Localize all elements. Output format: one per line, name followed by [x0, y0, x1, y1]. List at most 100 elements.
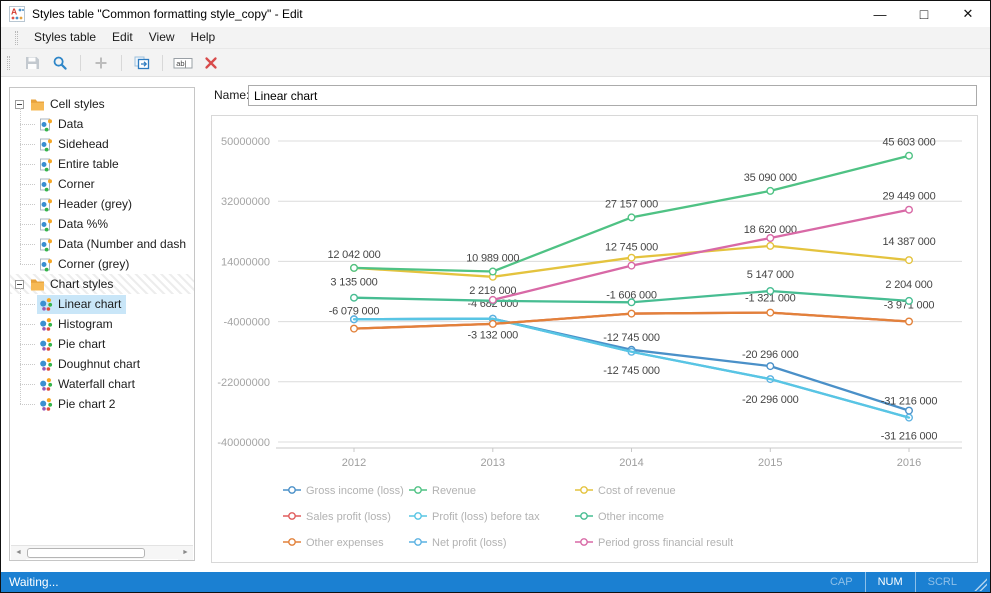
tree-item-entire-table[interactable]: Entire table	[10, 154, 194, 174]
chart-series-other-expenses: -6 079 000-4 682 000-1 606 000 -1 321 000…	[329, 290, 935, 333]
svg-text:ab|: ab|	[176, 59, 186, 68]
collapse-expander-icon[interactable]	[15, 279, 24, 289]
tree-item-label: Entire table	[58, 157, 119, 171]
chart-legend: Gross income (loss) Revenue Cost of revenu…	[283, 485, 733, 549]
tree-connector-stub	[20, 363, 35, 365]
tree-connector-stub	[20, 143, 35, 145]
rename-button[interactable]: ab|	[170, 51, 196, 75]
tree-group-label: Chart styles	[50, 277, 114, 291]
tree-item-pie-chart[interactable]: Pie chart	[10, 334, 194, 354]
svg-text:-31 216 000: -31 216 000	[881, 431, 938, 443]
tree-connector-stub	[20, 123, 35, 125]
svg-text:-12 745 000: -12 745 000	[603, 332, 660, 344]
tree-item-label: Header (grey)	[58, 197, 133, 211]
close-button[interactable]: ✕	[962, 6, 974, 21]
style-name-input[interactable]	[248, 85, 977, 106]
cell-style-icon	[40, 238, 52, 251]
folder-icon	[31, 99, 44, 110]
tree-item-linear-chart[interactable]: Linear chart	[10, 294, 194, 314]
add-button[interactable]	[88, 51, 114, 75]
cell-style-icon	[40, 138, 52, 151]
horizontal-scrollbar[interactable]: ◄ ►	[11, 545, 193, 560]
legend-item-other-expenses: Other expenses	[283, 537, 384, 549]
legend-item-other-income: Other income	[575, 511, 664, 523]
status-separator	[914, 572, 916, 592]
tree-group-cell-styles[interactable]: Cell styles	[10, 94, 194, 114]
toolbar-items: ab|	[18, 51, 225, 75]
toolbar-separator	[80, 54, 81, 71]
tree-group-label: Cell styles	[50, 97, 105, 111]
svg-text:-31 216 000: -31 216 000	[881, 396, 938, 408]
tree-item-data[interactable]: Data	[10, 114, 194, 134]
legend-item-sales-profit-loss: Sales profit (loss)	[283, 511, 391, 523]
status-bar: Waiting... CAP NUM SCRL	[1, 572, 990, 592]
svg-text:Gross income (loss): Gross income (loss)	[306, 485, 404, 497]
status-indicator-num: NUM	[877, 576, 903, 588]
chart-style-icon	[40, 337, 53, 351]
tree-connector-stub	[20, 223, 35, 225]
chart-grid: 50000000 32000000 14000000 -4000000 -2200000…	[217, 136, 962, 449]
cell-style-icon	[40, 178, 52, 191]
tree-group-chart-styles[interactable]: Chart styles	[10, 274, 194, 294]
tree-item-label: Sidehead	[58, 137, 109, 151]
window-title: Styles table "Common formatting style_co…	[32, 7, 303, 21]
chart-series-cost-of-revenue: 18 620 000 14 387 000	[349, 224, 936, 281]
tree-item-label: Waterfall chart	[58, 377, 135, 391]
chart-series-other-income: 3 135 000 2 219 000 5 147 000 2 204 000	[330, 269, 933, 307]
chart-x-axis: 2012 2013 2014 2015 2016	[276, 447, 962, 469]
tree-connector-stub	[20, 203, 35, 205]
tree-item-label: Doughnut chart	[58, 357, 141, 371]
svg-text:-1 606 000: -1 606 000	[606, 290, 657, 302]
svg-text:Sales profit (loss): Sales profit (loss)	[306, 511, 391, 523]
cell-style-icon	[40, 258, 52, 271]
tree-item-label: Linear chart	[58, 297, 122, 311]
svg-text:32000000: 32000000	[221, 196, 270, 208]
tree-item-sidehead[interactable]: Sidehead	[10, 134, 194, 154]
tree-item-waterfall-chart[interactable]: Waterfall chart	[10, 374, 194, 394]
svg-text:Other income: Other income	[598, 511, 664, 523]
tree-item-corner-grey[interactable]: Corner (grey)	[10, 254, 194, 274]
tree-item-pie-chart-2[interactable]: Pie chart 2	[10, 394, 194, 414]
tree-item-doughnut-chart[interactable]: Doughnut chart	[10, 354, 194, 374]
chart-style-icon	[40, 357, 53, 371]
duplicate-button[interactable]	[129, 51, 155, 75]
tree-item-header-grey[interactable]: Header (grey)	[10, 194, 194, 214]
tree-connector-stub	[20, 263, 35, 265]
menu-grip-icon	[15, 30, 18, 45]
minimize-button[interactable]: —	[873, 6, 887, 22]
delete-button[interactable]	[198, 51, 224, 75]
svg-text:2016: 2016	[897, 457, 921, 469]
resize-grip-icon[interactable]	[973, 576, 987, 591]
svg-text:Profit (loss) before tax: Profit (loss) before tax	[432, 511, 540, 523]
legend-item-cost-of-revenue: Cost of revenue	[575, 485, 676, 497]
status-indicator-cap: CAP	[829, 576, 853, 588]
duplicate-icon	[134, 56, 150, 69]
tree-item-histogram[interactable]: Histogram	[10, 314, 194, 334]
svg-text:5 147 000: 5 147 000	[747, 269, 794, 281]
svg-text:-3 971 000: -3 971 000	[884, 300, 935, 312]
menu-item-help[interactable]: Help	[190, 30, 216, 44]
collapse-expander-icon[interactable]	[15, 99, 24, 109]
tree-item-data-number-and-dash[interactable]: Data (Number and dash	[10, 234, 194, 254]
tree-item-label: Histogram	[58, 317, 113, 331]
search-button[interactable]	[47, 51, 73, 75]
tree-connector-stub	[20, 303, 35, 305]
styles-table-app-icon: A	[9, 6, 25, 22]
save-button[interactable]	[19, 51, 45, 75]
menu-item-styles-table[interactable]: Styles table	[34, 30, 97, 44]
save-icon	[26, 56, 39, 69]
scroll-right-arrow-icon[interactable]: ►	[178, 545, 193, 560]
add-icon	[95, 57, 107, 68]
tree-item-label: Corner (grey)	[58, 257, 130, 271]
tree-connector-stub	[20, 323, 35, 325]
svg-text:3 135 000: 3 135 000	[330, 277, 377, 289]
tree-item-data[interactable]: Data %%	[10, 214, 194, 234]
svg-text:Other expenses: Other expenses	[306, 537, 384, 549]
scrollbar-thumb[interactable]	[27, 547, 145, 558]
tree-item-corner[interactable]: Corner	[10, 174, 194, 194]
maximize-button[interactable]: □	[919, 6, 929, 22]
menu-item-view[interactable]: View	[148, 30, 175, 44]
scroll-left-arrow-icon[interactable]: ◄	[11, 545, 26, 560]
menu-item-edit[interactable]: Edit	[112, 30, 133, 44]
